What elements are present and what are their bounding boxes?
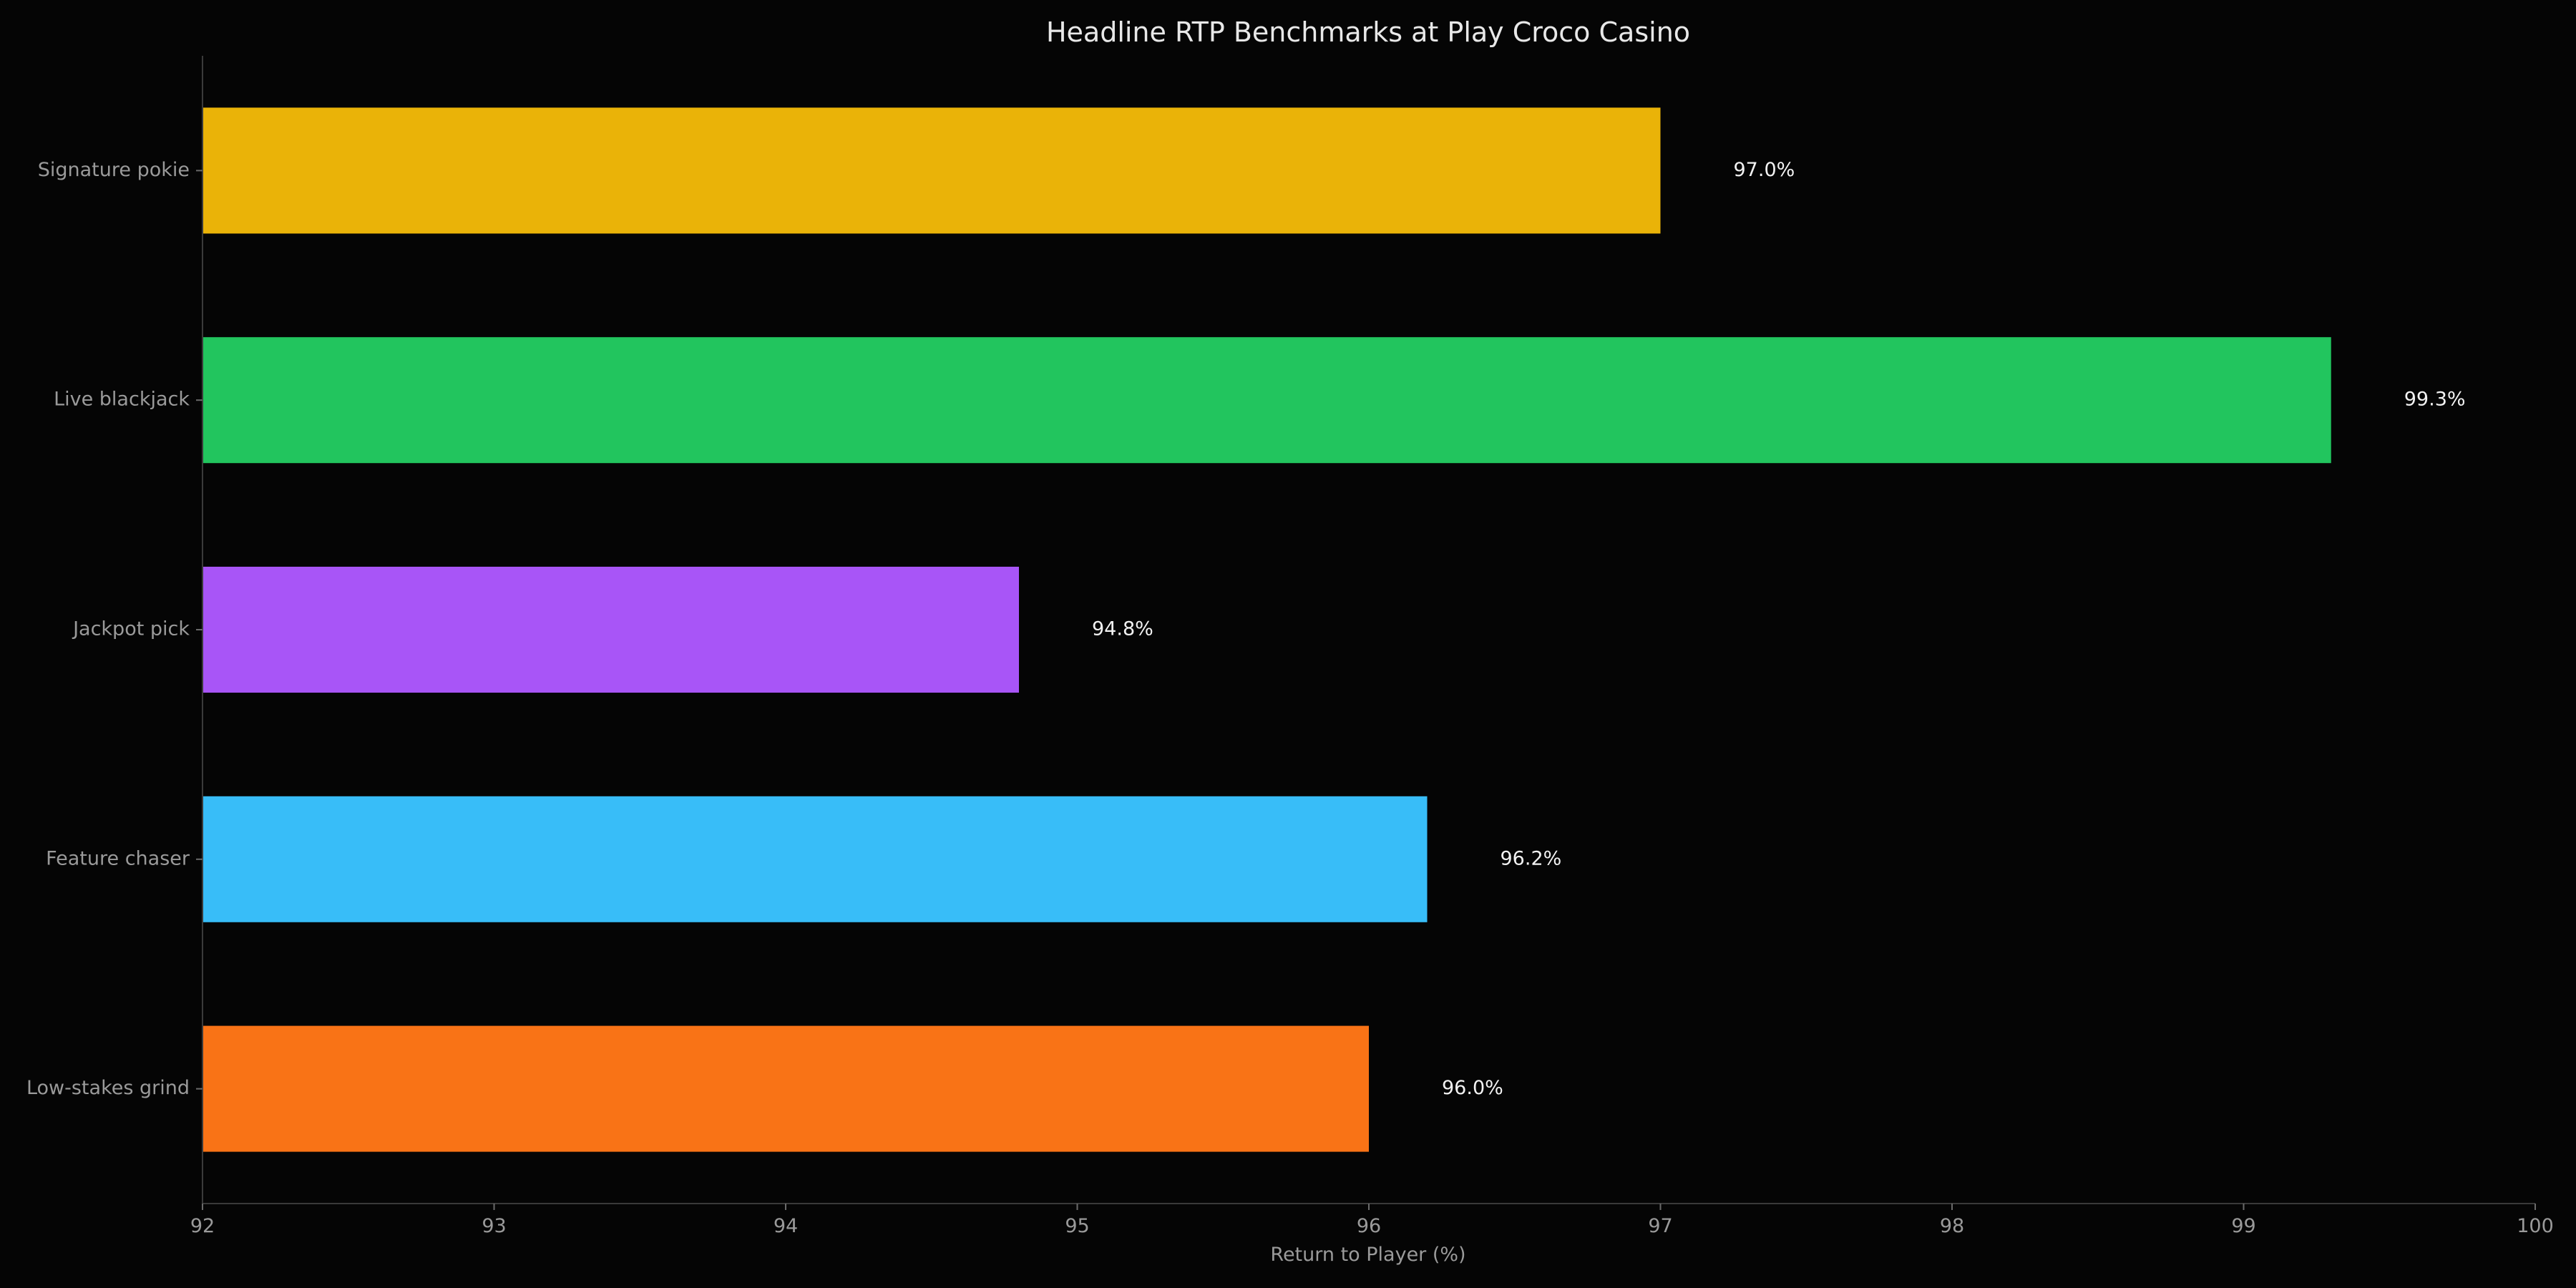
y-axis-ticks: Signature pokie Live blackjack Jackpot pic…	[26, 159, 203, 1099]
x-tick-label-3: 95	[1065, 1215, 1089, 1237]
data-label-0: 97.0%	[1734, 159, 1795, 181]
data-label-4: 96.0%	[1442, 1077, 1503, 1099]
y-tick-label-2: Jackpot pick	[72, 618, 190, 640]
bars-layer	[203, 107, 2331, 1152]
chart-title: Headline RTP Benchmarks at Play Croco Ca…	[1046, 16, 1690, 48]
y-tick-label-1: Live blackjack	[54, 389, 190, 411]
x-tick-label-7: 99	[2231, 1215, 2255, 1237]
bar-0	[203, 107, 1661, 234]
y-tick-label-3: Feature chaser	[46, 847, 190, 869]
data-label-2: 94.8%	[1092, 618, 1153, 640]
x-tick-label-5: 97	[1648, 1215, 1672, 1237]
y-tick-label-4: Low-stakes grind	[26, 1077, 190, 1099]
x-tick-label-6: 98	[1940, 1215, 1964, 1237]
bar-2	[203, 567, 1019, 693]
x-tick-label-8: 100	[2517, 1215, 2554, 1237]
data-label-3: 96.2%	[1501, 847, 1562, 869]
x-tick-label-2: 94	[774, 1215, 798, 1237]
x-tick-label-1: 93	[482, 1215, 506, 1237]
y-tick-label-0: Signature pokie	[38, 159, 190, 181]
x-tick-label-4: 96	[1357, 1215, 1381, 1237]
x-tick-label-0: 92	[190, 1215, 215, 1237]
bar-1	[203, 337, 2331, 464]
x-axis-label: Return to Player (%)	[1270, 1244, 1465, 1266]
bar-4	[203, 1025, 1369, 1152]
data-labels-layer: 97.0% 99.3% 94.8% 96.2% 96.0%	[1092, 159, 2466, 1099]
bar-3	[203, 796, 1428, 922]
x-axis-ticks: 92 93 94 95 96 97 98 99 100	[190, 1204, 2554, 1237]
data-label-1: 99.3%	[2404, 389, 2466, 411]
